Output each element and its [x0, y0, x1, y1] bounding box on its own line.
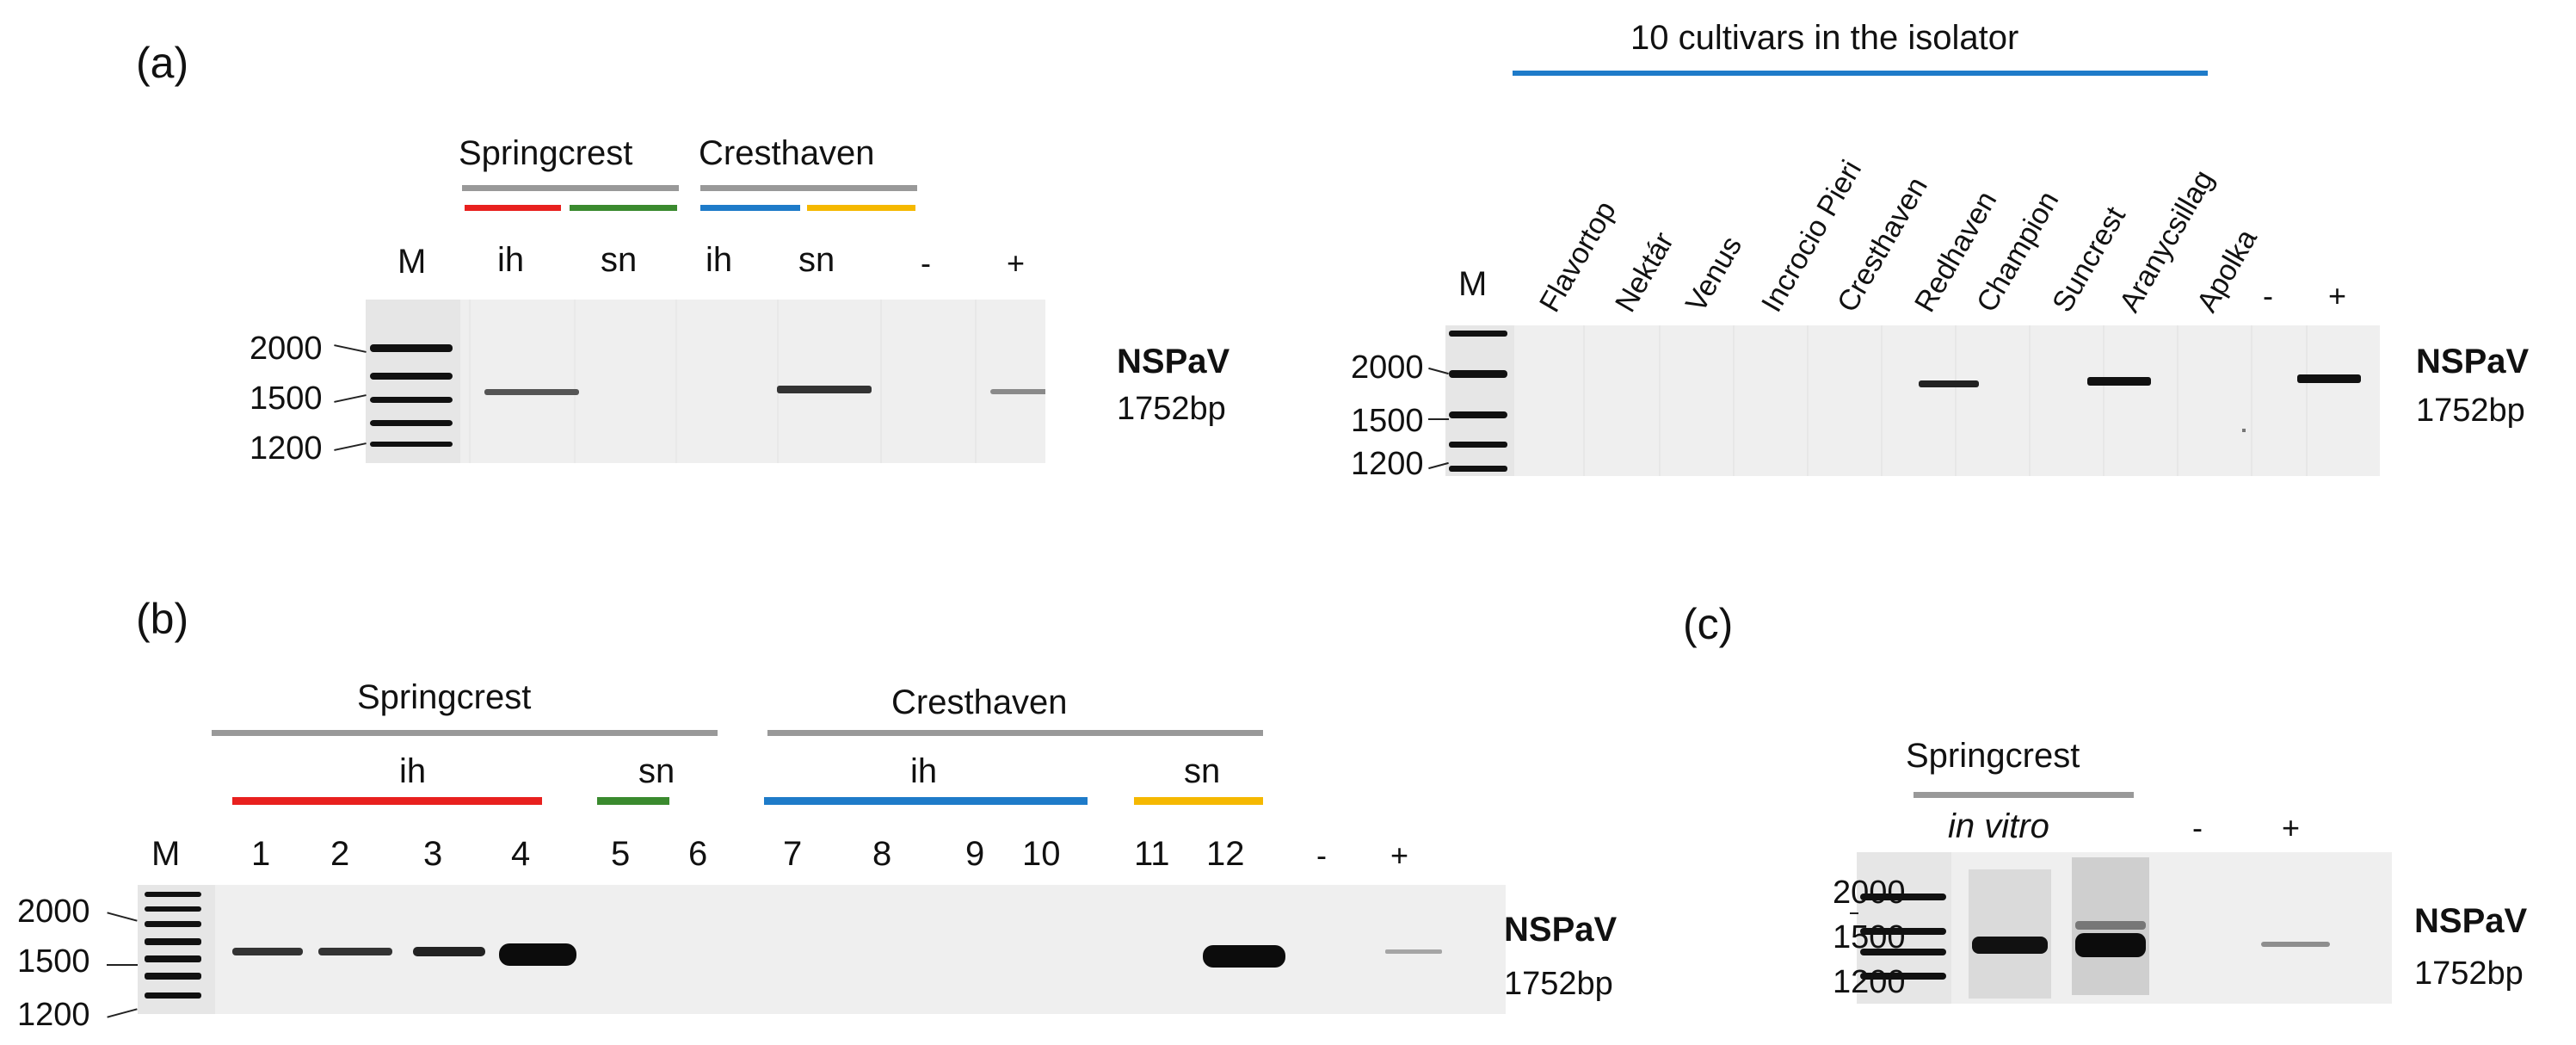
- size-label-1500: 1500: [17, 943, 90, 980]
- size-label-2000: 2000: [1833, 875, 1906, 911]
- negative-control-label: -: [2263, 278, 2273, 313]
- product-size-label: 1752bp: [2416, 393, 2525, 429]
- product-size-label: 1752bp: [1504, 966, 1613, 1002]
- springcrest-bracket: [462, 185, 679, 191]
- size-tick: [1428, 418, 1449, 420]
- size-tick: [107, 964, 138, 966]
- lane-number: 9: [965, 835, 985, 873]
- sn-color-bar-yellow: [807, 205, 915, 211]
- isolator-title: 10 cultivars in the isolator: [1630, 19, 2019, 57]
- size-tick: [1850, 912, 1858, 914]
- sn-color-bar-green: [570, 205, 677, 211]
- condition-label-in-vitro: in vitro: [1948, 807, 2049, 845]
- size-label-2000: 2000: [250, 331, 323, 367]
- negative-control-label: -: [1316, 838, 1327, 873]
- size-tick: [107, 912, 138, 922]
- lane-label-ih: ih: [497, 241, 525, 279]
- group-label-ih: ih: [910, 752, 938, 790]
- springcrest-bracket: [212, 730, 718, 736]
- ih-color-bar-blue: [700, 205, 800, 211]
- group-label-sn: sn: [1184, 752, 1221, 790]
- cultivar-label-springcrest: Springcrest: [357, 678, 532, 716]
- size-tick: [334, 344, 367, 353]
- marker-lane-label: M: [397, 243, 427, 281]
- ih-color-bar-red: [465, 205, 561, 211]
- cultivar-label-springcrest: Springcrest: [1906, 737, 2080, 775]
- lane-number: 1: [251, 835, 271, 873]
- sn-color-bar-yellow: [1134, 797, 1263, 805]
- sn-color-bar-green: [597, 797, 669, 805]
- positive-control-label: +: [2328, 278, 2347, 313]
- size-label-1200: 1200: [250, 430, 323, 467]
- size-tick: [107, 1008, 138, 1018]
- size-label-1200: 1200: [17, 997, 90, 1033]
- group-label-sn: sn: [638, 752, 675, 790]
- product-name-label: NSPaV: [1504, 911, 1618, 949]
- negative-control-label: -: [921, 245, 931, 281]
- panel-label-b: (b): [136, 595, 189, 643]
- gel-image-b: [138, 885, 1506, 1014]
- cultivar-label-cresthaven: Cresthaven: [891, 683, 1068, 721]
- cresthaven-bracket: [767, 730, 1263, 736]
- size-label-1500: 1500: [1351, 403, 1424, 439]
- springcrest-bracket: [1914, 792, 2134, 798]
- lane-label-sn: sn: [798, 241, 835, 279]
- gel-image-a-right: [1445, 325, 2380, 476]
- cultivar-label-venus: Venus: [1679, 231, 1749, 318]
- product-size-label: 1752bp: [1117, 391, 1226, 427]
- group-label-ih: ih: [399, 752, 427, 790]
- size-label-1500: 1500: [1833, 919, 1906, 955]
- marker-lane-label: M: [151, 835, 181, 873]
- panel-label-c: (c): [1683, 600, 1734, 648]
- positive-control-label: +: [1390, 838, 1409, 873]
- cultivar-label-cresthaven: Cresthaven: [699, 134, 875, 172]
- ih-color-bar-blue: [764, 797, 1088, 805]
- lane-number: 3: [423, 835, 443, 873]
- lane-number: 8: [872, 835, 892, 873]
- lane-number: 2: [330, 835, 350, 873]
- positive-control-label: +: [1007, 245, 1026, 281]
- lane-number: 6: [688, 835, 708, 873]
- lane-label-ih: ih: [706, 241, 733, 279]
- lane-number: 5: [611, 835, 631, 873]
- size-tick: [334, 394, 367, 403]
- size-label-1200: 1200: [1351, 446, 1424, 482]
- lane-label-sn: sn: [601, 241, 638, 279]
- gel-image-c: [1857, 852, 2392, 1004]
- size-label-1200: 1200: [1833, 964, 1906, 1000]
- cultivar-label-nektar: Nektár: [1609, 226, 1680, 318]
- cultivar-label-apolka: Apolka: [2191, 223, 2264, 318]
- cresthaven-bracket: [700, 185, 917, 191]
- isolator-bracket: [1513, 71, 2208, 76]
- marker-lane-label: M: [1458, 265, 1488, 303]
- lane-number: 4: [511, 835, 531, 873]
- size-label-2000: 2000: [17, 894, 90, 930]
- size-label-1500: 1500: [250, 380, 323, 417]
- product-size-label: 1752bp: [2414, 955, 2524, 992]
- lane-number: 11: [1134, 835, 1170, 873]
- lane-number: 10: [1022, 835, 1061, 873]
- lane-number: 12: [1206, 835, 1245, 873]
- lane-number: 7: [783, 835, 803, 873]
- ih-color-bar-red: [232, 797, 542, 805]
- product-name-label: NSPaV: [2416, 343, 2530, 380]
- negative-control-label: -: [2192, 810, 2203, 845]
- size-label-2000: 2000: [1351, 349, 1424, 386]
- product-name-label: NSPaV: [1117, 343, 1230, 380]
- size-tick: [334, 442, 367, 451]
- product-name-label: NSPaV: [2414, 902, 2528, 940]
- positive-control-label: +: [2282, 810, 2301, 845]
- cultivar-label-springcrest: Springcrest: [459, 134, 633, 172]
- gel-image-a-left: [366, 300, 1045, 463]
- panel-label-a: (a): [136, 39, 189, 87]
